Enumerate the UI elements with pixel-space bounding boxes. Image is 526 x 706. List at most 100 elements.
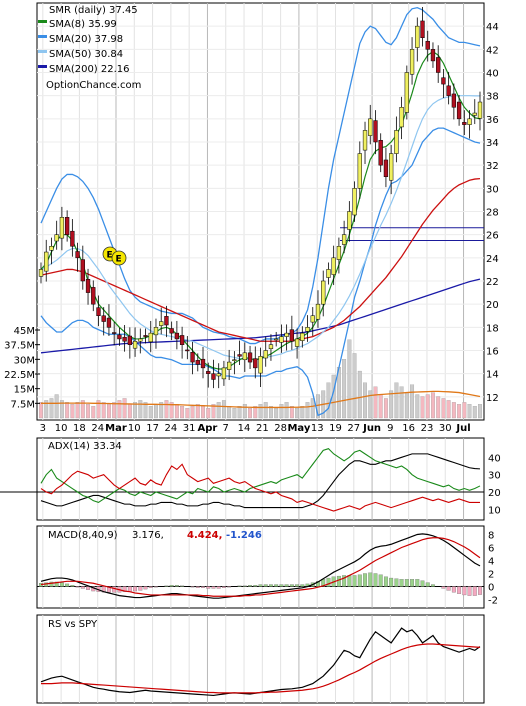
macd-histogram-bar [154, 586, 158, 588]
candle-body [153, 327, 159, 336]
macd-tick-label: -2 [488, 596, 498, 607]
candle-body [430, 49, 436, 62]
x-tick-label: 9 [387, 423, 393, 434]
macd-histogram-bar [221, 586, 226, 588]
volume-bar [368, 390, 373, 419]
macd-histogram-bar [148, 586, 153, 588]
candle-body [164, 316, 169, 326]
macd-histogram-bar [326, 577, 331, 587]
volume-bar [44, 400, 49, 419]
volume-bar [227, 406, 232, 419]
x-tick-label: Apr [198, 423, 218, 434]
macd-histogram-bar [404, 579, 409, 587]
candle-body [75, 251, 80, 259]
candle-body [112, 332, 117, 334]
volume-bar [404, 392, 409, 419]
candle-body [456, 101, 462, 120]
price-tick-label: 34 [486, 138, 499, 149]
rs-series-line [41, 643, 481, 694]
macd-histogram-bar [237, 585, 242, 587]
volume-bar [54, 394, 59, 419]
macd-tick-label: 0 [488, 583, 494, 594]
volume-bar [86, 404, 90, 419]
macd-histogram-bar [342, 575, 347, 587]
price-tick-label: 44 [486, 22, 499, 33]
watermark: OptionChance.com [46, 80, 141, 91]
volume-bar [112, 402, 117, 419]
macd-histogram-bar [133, 586, 138, 592]
volume-bar [363, 382, 367, 419]
legend-sma20: SMA(20) 37.98 [49, 34, 123, 45]
macd-title: MACD(8,40,9) [48, 530, 118, 541]
volume-tick-label: 45M [14, 326, 35, 337]
macd-histogram-bar [258, 584, 263, 587]
macd-histogram-bar [112, 586, 117, 593]
legend-swatch-sma20 [38, 35, 47, 38]
volume-bar [462, 402, 467, 419]
price-tick-label: 38 [486, 92, 499, 103]
volume-bar [467, 404, 472, 419]
macd-histogram-bar [75, 586, 80, 588]
candle-body [441, 77, 446, 85]
rs-title-box: RS vs SPY [48, 619, 98, 630]
earnings-markers: E E [102, 246, 127, 266]
macd-histogram-bar [49, 581, 54, 587]
volume-bar [289, 406, 294, 419]
volume-tick-label: 22.5M [4, 370, 35, 381]
candle-body [279, 336, 284, 343]
volume-bar [258, 404, 263, 419]
macd-histogram-bar [478, 586, 482, 595]
candle-body [404, 72, 409, 113]
volume-bar [478, 404, 482, 419]
candle-body [179, 335, 185, 345]
volume-bar [101, 402, 106, 419]
adx-series-line [40, 448, 481, 504]
candle-body [143, 335, 148, 337]
volume-bar [446, 400, 451, 419]
macd-histogram-bar [378, 574, 383, 587]
volume-bar [295, 408, 300, 419]
price-tick-label: 26 [486, 231, 499, 242]
macd-histogram-bar [425, 582, 430, 587]
volume-bar [154, 404, 158, 419]
legend-swatch-sma200 [38, 65, 47, 68]
x-tick-label: 24 [91, 423, 104, 434]
legend-sma50: SMA(50) 30.84 [49, 49, 123, 60]
candle-body [378, 140, 383, 166]
macd-histogram-bar [446, 586, 451, 591]
macd-histogram-bar [410, 579, 415, 587]
x-tick-label: Jul [455, 423, 470, 434]
macd-histogram-value: -1.246 [226, 530, 262, 541]
price-tick-label: 12 [486, 393, 499, 404]
macd-histogram-bar [368, 572, 373, 587]
macd-title-box: MACD(8,40,9) 3.176, 4.424, -1.246 [48, 530, 262, 541]
volume-bar [451, 402, 456, 419]
volume-bar [169, 402, 174, 419]
candle-body [174, 332, 180, 340]
x-tick-label: 13 [311, 423, 324, 434]
macd-histogram-bar [462, 586, 467, 596]
macd-histogram-bar [174, 585, 179, 587]
macd-histogram-bar [143, 586, 148, 590]
legend-sma200: SMA(200) 22.16 [49, 64, 130, 75]
price-tick-label: 18 [486, 323, 499, 334]
volume-bar [300, 406, 305, 419]
volume-bar [80, 400, 85, 419]
candle-body [409, 49, 415, 75]
macd-histogram-bar [420, 580, 425, 587]
macd-histogram-bar [373, 573, 378, 587]
adx-title-box: ADX(14) 33.34 [48, 441, 122, 452]
adx-tick-label: 10 [488, 505, 501, 516]
macd-signal-value: 4.424, [187, 530, 222, 541]
candle-body [389, 153, 394, 181]
volume-bar [269, 406, 273, 419]
volume-bar [206, 408, 211, 419]
macd-histogram-bar [352, 575, 357, 587]
volume-bar [248, 408, 252, 419]
candle-body [352, 188, 357, 216]
macd-histogram-bar [86, 586, 90, 590]
candle-body [247, 352, 253, 363]
candle-body [362, 130, 368, 151]
candle-body [200, 358, 206, 369]
volume-bar [148, 406, 153, 419]
